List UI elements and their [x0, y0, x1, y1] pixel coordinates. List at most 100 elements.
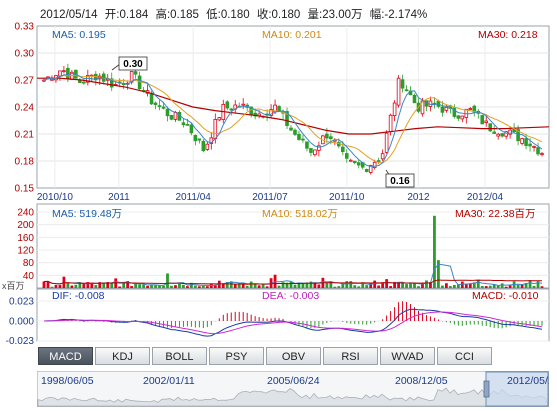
volume-panel: [36, 203, 550, 289]
up-candle: [42, 79, 46, 82]
volume-bar-down: [433, 215, 436, 288]
stock-chart[interactable]: 0.33 0.30 0.27 0.24 0.21 0.18 0.15 2010/10 2011…: [0, 0, 557, 345]
volume-bar-up: [58, 284, 62, 288]
up-candle: [484, 120, 489, 123]
down-candle: [189, 124, 194, 134]
price-x-tick-label: 2010/10: [37, 192, 74, 203]
price-y-ticks: 0.33 0.30 0.27 0.24 0.21 0.18 0.15: [15, 22, 35, 195]
ma30-line: [37, 77, 550, 135]
price-x-tick-label: 2011/07: [252, 192, 288, 203]
down-candle: [364, 169, 369, 172]
down-candle: [492, 131, 496, 134]
up-candle: [496, 133, 500, 137]
volume-bar-down: [528, 280, 532, 288]
volume-bar-up: [393, 281, 396, 288]
volume-bar-down: [409, 283, 412, 288]
up-candle: [269, 109, 273, 116]
volume-bar-down: [261, 283, 265, 288]
price-x-tick-label: 2011/10: [329, 192, 365, 203]
volume-bar-down: [201, 285, 205, 288]
up-candle: [520, 138, 524, 144]
up-candle: [213, 119, 218, 139]
volume-bar-up: [444, 283, 448, 288]
down-candle: [153, 102, 158, 105]
volume-bar-down: [158, 285, 161, 288]
volume-bar-down: [413, 282, 416, 288]
volume-bar-up: [205, 286, 209, 288]
volume-bar-up: [385, 279, 389, 288]
volume-bar-down: [166, 273, 169, 288]
tab-kdj[interactable]: KDJ: [95, 347, 150, 365]
up-candle: [241, 103, 245, 106]
tab-macd[interactable]: MACD: [38, 347, 93, 365]
down-candle: [181, 122, 186, 126]
volume-bar-down: [456, 284, 460, 288]
volume-bar-down: [305, 282, 309, 288]
down-candle: [301, 138, 305, 141]
down-candle: [229, 108, 234, 111]
volume-bar-up: [504, 286, 508, 288]
volume-bar-down: [122, 282, 126, 288]
volume-bar-up: [186, 286, 189, 288]
up-candle: [58, 70, 62, 77]
down-candle: [161, 106, 166, 109]
volume-bar-down: [361, 282, 365, 288]
volume-bar-down: [293, 284, 297, 288]
tab-boll[interactable]: BOLL: [152, 347, 207, 365]
timeline-navigator[interactable]: 1998/06/05 2002/01/11 2005/06/24 2008/12/05…: [37, 371, 549, 407]
volume-bar-down: [441, 285, 444, 288]
timeline-left-handle[interactable]: [483, 380, 490, 398]
macd-y-ticks: 0.023 0.000 -0.023: [6, 297, 35, 346]
quote-open: 开:0.184: [104, 9, 149, 21]
price-x-tick-label: 2011: [108, 192, 130, 203]
quote-header: 2012/05/14 开:0.184 高:0.185 低:0.180 收:0.1…: [40, 6, 431, 22]
tab-obv[interactable]: OBV: [266, 347, 321, 365]
down-candle: [376, 160, 381, 162]
up-candle: [368, 165, 373, 173]
quote-low: 低:0.180: [206, 9, 250, 21]
volume-bar-up: [174, 285, 177, 288]
price-x-tick-label: 2011/04: [175, 192, 211, 203]
up-candle: [384, 132, 389, 153]
volume-bar-up: [98, 282, 102, 288]
volume-grid: [37, 211, 549, 276]
up-candle: [380, 153, 385, 160]
timeline-selection[interactable]: [485, 371, 549, 407]
tab-psy[interactable]: PSY: [209, 347, 264, 365]
price-y-tick-label: 0.24: [15, 103, 35, 114]
volume-bar-up: [90, 283, 94, 288]
volume-bar-down: [285, 282, 289, 288]
volume-bar-down: [297, 282, 301, 288]
min-label: 0.16: [390, 176, 410, 187]
volume-legend-ma5: MA5: 519.48万: [52, 208, 122, 220]
ma5-line: [43, 72, 543, 167]
volume-bar-up: [241, 283, 245, 288]
volume-bar-down: [182, 284, 185, 288]
up-candle: [504, 131, 508, 137]
volume-bar-down: [110, 282, 114, 288]
up-candle: [420, 100, 425, 115]
price-y-tick-label: 0.15: [15, 184, 35, 195]
tab-rsi[interactable]: RSI: [323, 347, 378, 365]
price-grid: [37, 26, 549, 188]
price-x-tick-label: 2012: [407, 192, 430, 203]
timeline-label: 2002/01/11: [143, 375, 195, 387]
up-candle: [62, 70, 66, 73]
volume-bar-up: [313, 282, 317, 288]
volume-y-tick-label: 200: [17, 220, 34, 231]
quote-high: 高:0.185: [155, 9, 199, 21]
volume-bar-up: [46, 281, 50, 288]
volume-bar-up: [42, 281, 46, 288]
down-candle: [297, 133, 301, 140]
volume-bar-up: [265, 286, 269, 288]
quote-change: 幅:-2.174%: [369, 9, 428, 21]
volume-bar-down: [309, 281, 313, 288]
quote-volume: 量:23.00万: [307, 9, 363, 21]
up-candle: [50, 78, 54, 81]
tab-cci[interactable]: CCI: [437, 347, 492, 365]
down-candle: [412, 94, 417, 104]
volume-bar-down: [78, 282, 82, 288]
volume-bar-down: [500, 283, 504, 288]
tab-wvad[interactable]: WVAD: [380, 347, 435, 365]
down-candle: [480, 115, 485, 125]
